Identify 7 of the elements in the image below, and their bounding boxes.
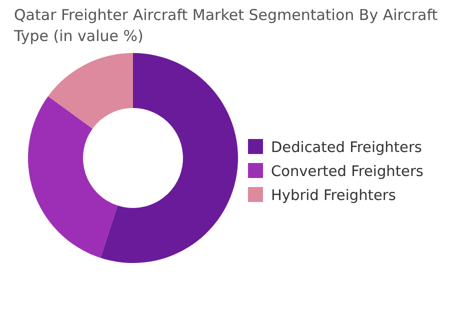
legend-label: Hybrid Freighters [271, 188, 396, 204]
legend-label: Dedicated Freighters [271, 140, 422, 156]
donut-slice [100, 53, 238, 263]
legend-label: Converted Freighters [271, 164, 424, 180]
donut-slice [48, 53, 133, 129]
donut-slice [28, 96, 118, 258]
chart-title: Qatar Freighter Aircraft Market Segmentation By Aircraft Type (in value %) [13, 6, 438, 45]
